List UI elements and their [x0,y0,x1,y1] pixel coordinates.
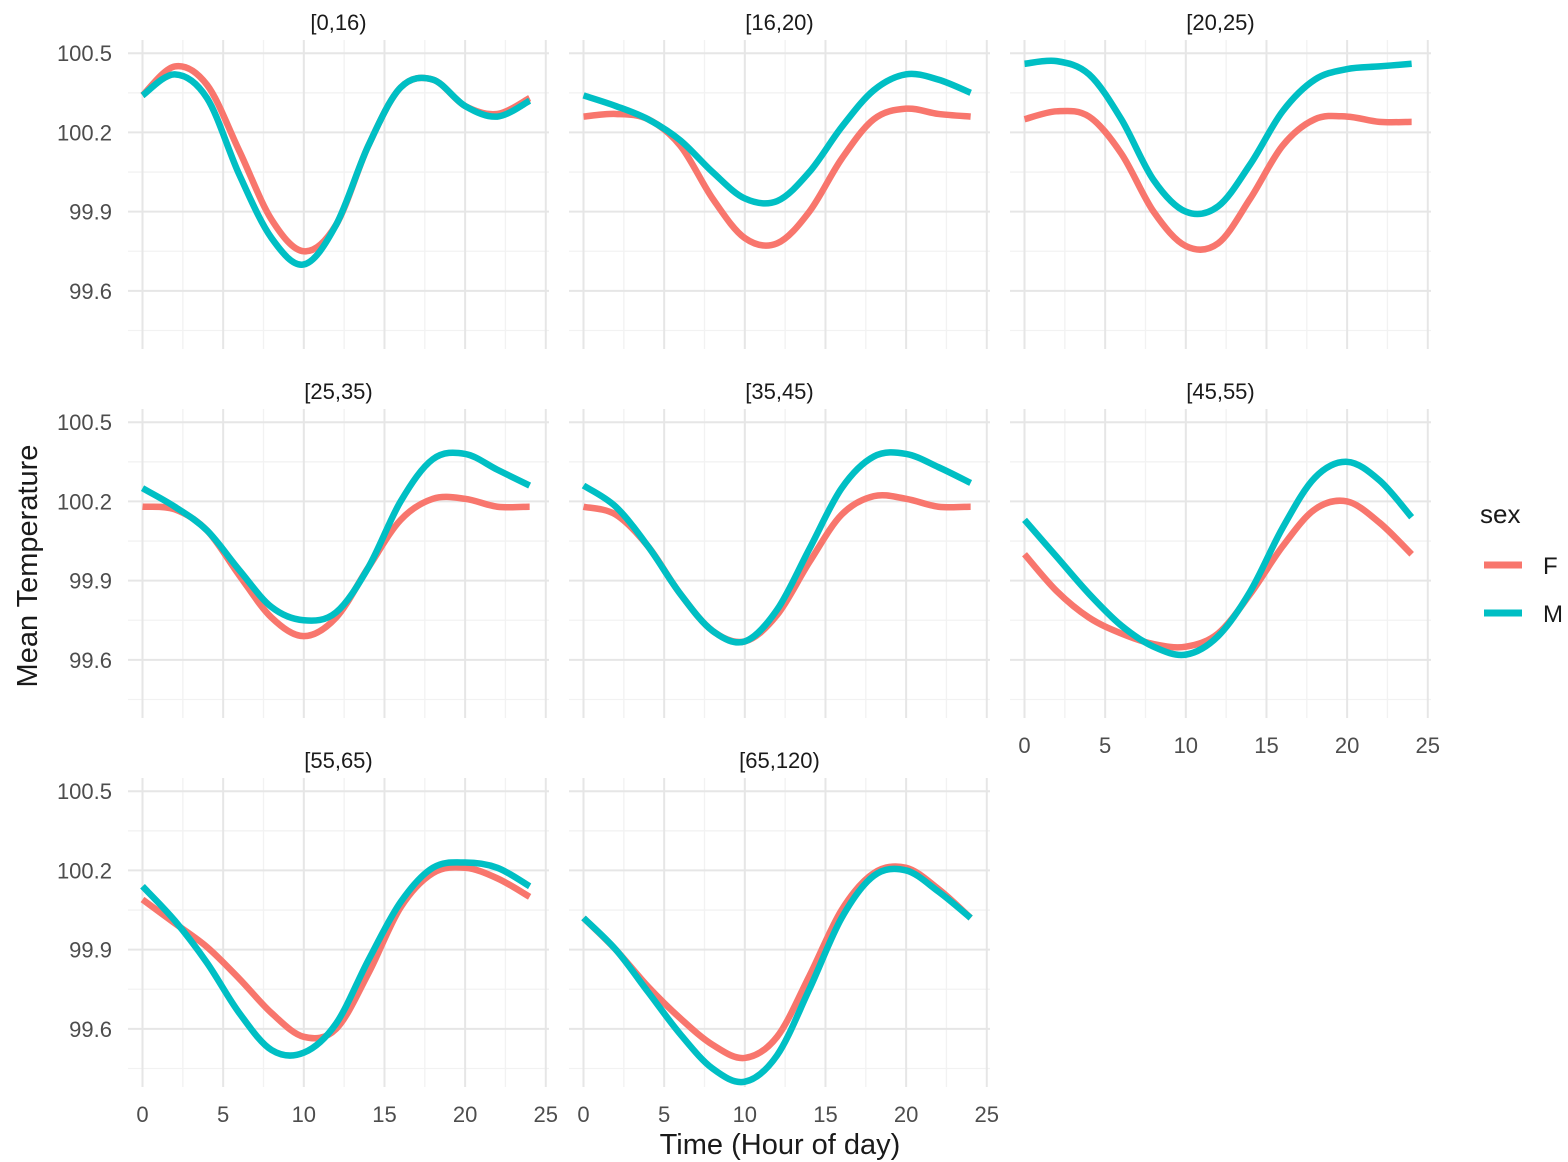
series-line-m [140,449,532,624]
x-tick-label: 20 [894,1102,918,1127]
facet-strip-label: [55,65) [304,748,373,773]
series-line-f [1022,497,1414,651]
series-line-m [581,449,973,646]
y-tick-label: 100.2 [57,120,112,145]
facet-panel: [55,65) 99.6 99.9 100.2 100.5 0 5 10 15 20 25 [57,748,558,1127]
series-line-f [1023,107,1412,253]
series-line-m [140,71,532,268]
x-tick-label: 5 [1099,733,1111,758]
x-tick-label: 0 [136,1102,148,1127]
x-tick-label: 5 [658,1102,670,1127]
series-line-m [582,70,972,207]
facet-strip-label: [65,120) [739,748,820,773]
x-tick-label: 10 [292,1102,316,1127]
y-tick-label: 99.9 [69,938,112,963]
x-tick-label: 20 [1335,733,1359,758]
legend-title: sex [1480,499,1520,529]
legend-label: F [1543,553,1558,580]
legend-item: M [1484,601,1563,628]
x-tick-label: 25 [534,1102,558,1127]
y-tick-label: 100.2 [57,489,112,514]
y-tick-label: 100.5 [57,410,112,435]
x-tick-label: 0 [1018,733,1030,758]
facet-panel: [25,35) 99.6 99.9 100.2 100.5 [57,379,549,718]
x-tick-label: 10 [1174,733,1198,758]
y-tick-label: 99.9 [69,200,112,225]
y-tick-label: 99.6 [69,279,112,304]
y-tick-label: 99.6 [69,648,112,673]
series-line-m [140,859,532,1059]
x-tick-label: 5 [217,1102,229,1127]
x-tick-label: 25 [1416,733,1440,758]
facet-panel: [0,16) 99.6 99.9 100.2 100.5 [57,10,549,349]
facet-panel: [65,120) 0 5 10 15 20 25 [569,748,999,1127]
x-tick-label: 15 [372,1102,396,1127]
facet-panel: [20,25) [1010,10,1431,349]
y-tick-label: 100.5 [57,779,112,804]
facet-panels: [0,16) 99.6 99.9 100.2 100.5 [16,20) [20,25) [2… [57,10,1440,1127]
facet-panel: [45,55) 0 5 10 15 20 25 [1010,379,1440,758]
facet-panel: [16,20) [569,10,990,349]
x-tick-label: 10 [733,1102,757,1127]
legend: sex FM [1480,499,1563,628]
facet-strip-label: [20,25) [1186,10,1255,35]
series-line-f [583,105,971,249]
facet-strip-label: [45,55) [1186,379,1255,404]
x-tick-label: 0 [577,1102,589,1127]
y-tick-label: 99.6 [69,1017,112,1042]
facet-panel: [35,45) [569,379,990,718]
y-tick-label: 100.2 [57,858,112,883]
legend-item: F [1484,553,1558,580]
y-tick-label: 100.5 [57,41,112,66]
x-tick-label: 25 [975,1102,999,1127]
facet-strip-label: [25,35) [304,379,373,404]
y-axis-label: Mean Temperature [12,445,44,688]
x-tick-label: 15 [1254,733,1278,758]
y-tick-label: 99.9 [69,569,112,594]
x-axis-label: Time (Hour of day) [660,1129,901,1161]
x-tick-label: 20 [453,1102,477,1127]
series-line-m [1022,458,1415,659]
legend-label: M [1543,601,1563,628]
series-line-m [581,865,973,1086]
series-line-m [1024,57,1412,218]
facet-strip-label: [35,45) [745,379,814,404]
facet-strip-label: [16,20) [745,10,814,35]
x-tick-label: 15 [813,1102,837,1127]
facet-strip-label: [0,16) [310,10,366,35]
